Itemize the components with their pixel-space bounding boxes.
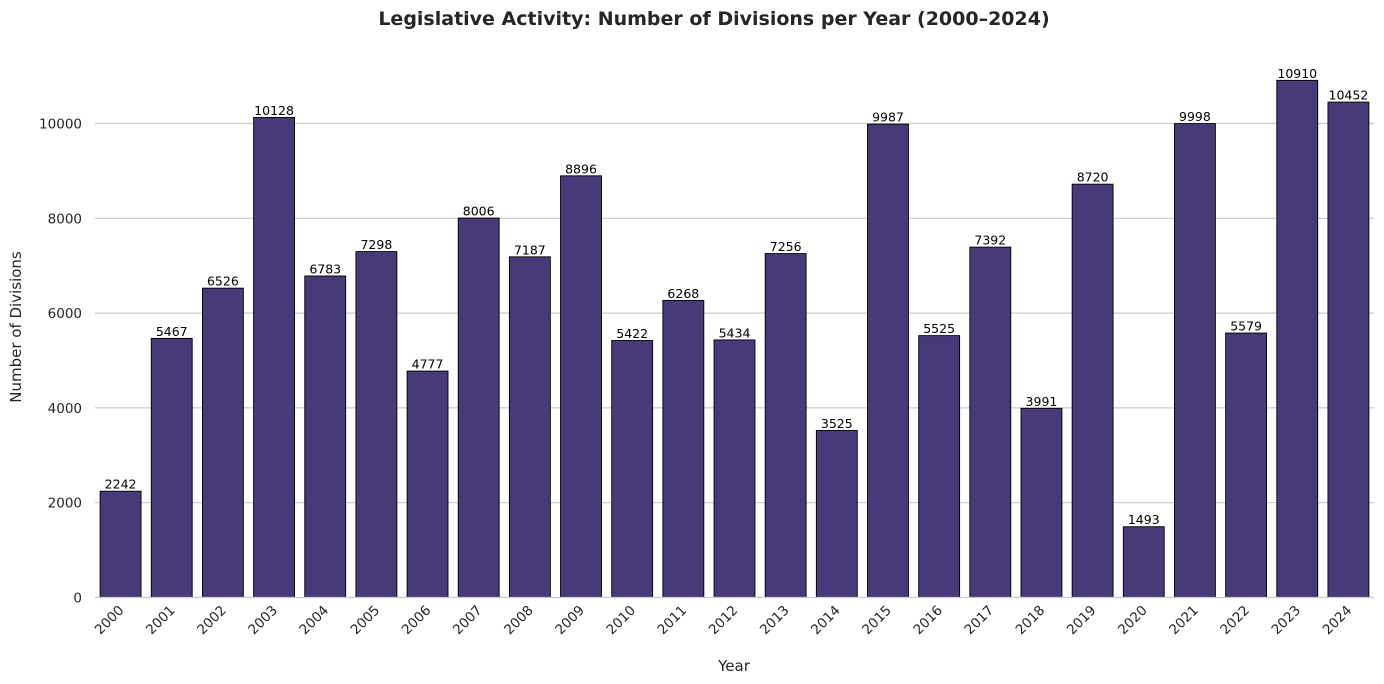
y-axis-label: Number of Divisions — [7, 251, 25, 403]
x-tick-label: 2016 — [910, 603, 946, 639]
x-tick-label: 2004 — [296, 603, 332, 639]
bar-value-label: 2242 — [105, 477, 137, 492]
x-tick-label: 2021 — [1166, 603, 1202, 639]
x-tick-label: 2003 — [245, 603, 281, 639]
y-tick-label: 8000 — [48, 211, 82, 227]
bar-2004 — [304, 275, 347, 598]
x-axis-label: Year — [717, 657, 751, 675]
bar-value-label: 7187 — [514, 242, 546, 257]
bar-2003 — [253, 116, 295, 598]
x-tick-label: 2020 — [1115, 603, 1151, 639]
x-axis-ticks: 2000 2001 2002 2003 2004 2005 2006 2007 2008 2009… — [92, 603, 1355, 639]
bar-2021 — [1174, 123, 1216, 598]
bar-2014 — [815, 429, 858, 598]
bar-2018 — [1020, 407, 1063, 598]
bar-value-label: 10910 — [1277, 66, 1317, 81]
x-tick-label: 2015 — [859, 603, 895, 639]
bar-2007 — [457, 217, 500, 598]
bar-value-label: 6783 — [309, 261, 341, 276]
bar-value-label: 8720 — [1077, 170, 1109, 185]
bar-value-label: 7298 — [360, 237, 392, 252]
bar-value-label: 10128 — [254, 103, 294, 118]
bar-2016 — [918, 335, 961, 598]
bar-2013 — [764, 253, 807, 598]
bar-2015 — [867, 123, 909, 598]
bar-value-label: 8896 — [565, 161, 597, 176]
bar-2002 — [201, 287, 244, 598]
bar-value-label: 5525 — [923, 321, 955, 336]
bar-2008 — [508, 256, 551, 598]
bar-value-label: 3991 — [1026, 394, 1058, 409]
bar-2005 — [355, 251, 398, 598]
x-tick-label: 2008 — [501, 603, 537, 639]
y-axis-ticks: 0 2000 4000 6000 8000 10000 — [39, 117, 82, 607]
x-tick-label: 2019 — [1064, 603, 1100, 639]
bar-2010 — [611, 340, 654, 598]
bar-value-label: 7256 — [770, 239, 802, 254]
bar-value-label: 3525 — [821, 416, 853, 431]
bar-2011 — [662, 299, 705, 598]
x-tick-label: 2011 — [655, 603, 691, 639]
bar-value-label: 9987 — [872, 110, 904, 125]
bar-value-label: 5579 — [1230, 319, 1262, 334]
x-tick-label: 2024 — [1320, 603, 1356, 639]
x-tick-label: 2022 — [1217, 603, 1253, 639]
bar-2017 — [969, 246, 1012, 598]
bar-value-label: 6526 — [207, 274, 239, 289]
bar-value-label: 1493 — [1128, 512, 1160, 527]
bar-value-labels: 2242 5467 6526 10128 6783 7298 4777 8006 7187 889… — [105, 66, 1369, 527]
bar-2000 — [99, 490, 142, 598]
x-tick-label: 2012 — [706, 603, 742, 639]
y-tick-label: 2000 — [48, 496, 82, 512]
bar-2006 — [406, 370, 449, 598]
x-tick-label: 2023 — [1268, 603, 1304, 639]
bar-value-label: 7392 — [974, 233, 1006, 248]
y-tick-label: 6000 — [48, 306, 82, 322]
bar-2001 — [150, 337, 193, 598]
y-tick-label: 4000 — [48, 401, 82, 417]
x-tick-label: 2002 — [194, 603, 230, 639]
bar-2020 — [1122, 526, 1165, 598]
x-tick-label: 2017 — [962, 603, 998, 639]
bar-2012 — [713, 339, 756, 598]
x-tick-label: 2001 — [143, 603, 179, 639]
bar-value-label: 5434 — [719, 325, 751, 340]
x-tick-label: 2000 — [92, 603, 128, 639]
bar-value-label: 6268 — [667, 286, 699, 301]
bar-2009 — [560, 175, 602, 598]
bar-2019 — [1071, 183, 1114, 598]
bar-2022 — [1225, 332, 1268, 598]
bar-value-label: 8006 — [463, 204, 495, 219]
bars — [99, 79, 1370, 598]
x-tick-label: 2018 — [1013, 603, 1049, 639]
chart-title: Legislative Activity: Number of Division… — [378, 8, 1049, 30]
y-tick-label: 0 — [73, 591, 82, 607]
y-tick-label: 10000 — [39, 117, 82, 133]
bar-2023 — [1276, 79, 1319, 598]
x-tick-label: 2006 — [399, 603, 435, 639]
x-tick-label: 2009 — [552, 603, 588, 639]
x-tick-label: 2014 — [808, 603, 844, 639]
x-tick-label: 2010 — [603, 603, 639, 639]
x-tick-label: 2007 — [450, 603, 486, 639]
bar-value-label: 10452 — [1329, 88, 1369, 103]
bar-2024 — [1327, 101, 1370, 598]
bar-value-label: 9998 — [1179, 109, 1211, 124]
bar-value-label: 5467 — [156, 324, 188, 339]
x-tick-label: 2013 — [757, 603, 793, 639]
bar-value-label: 4777 — [412, 357, 444, 372]
x-tick-label: 2005 — [348, 603, 384, 639]
bar-value-label: 5422 — [616, 326, 648, 341]
